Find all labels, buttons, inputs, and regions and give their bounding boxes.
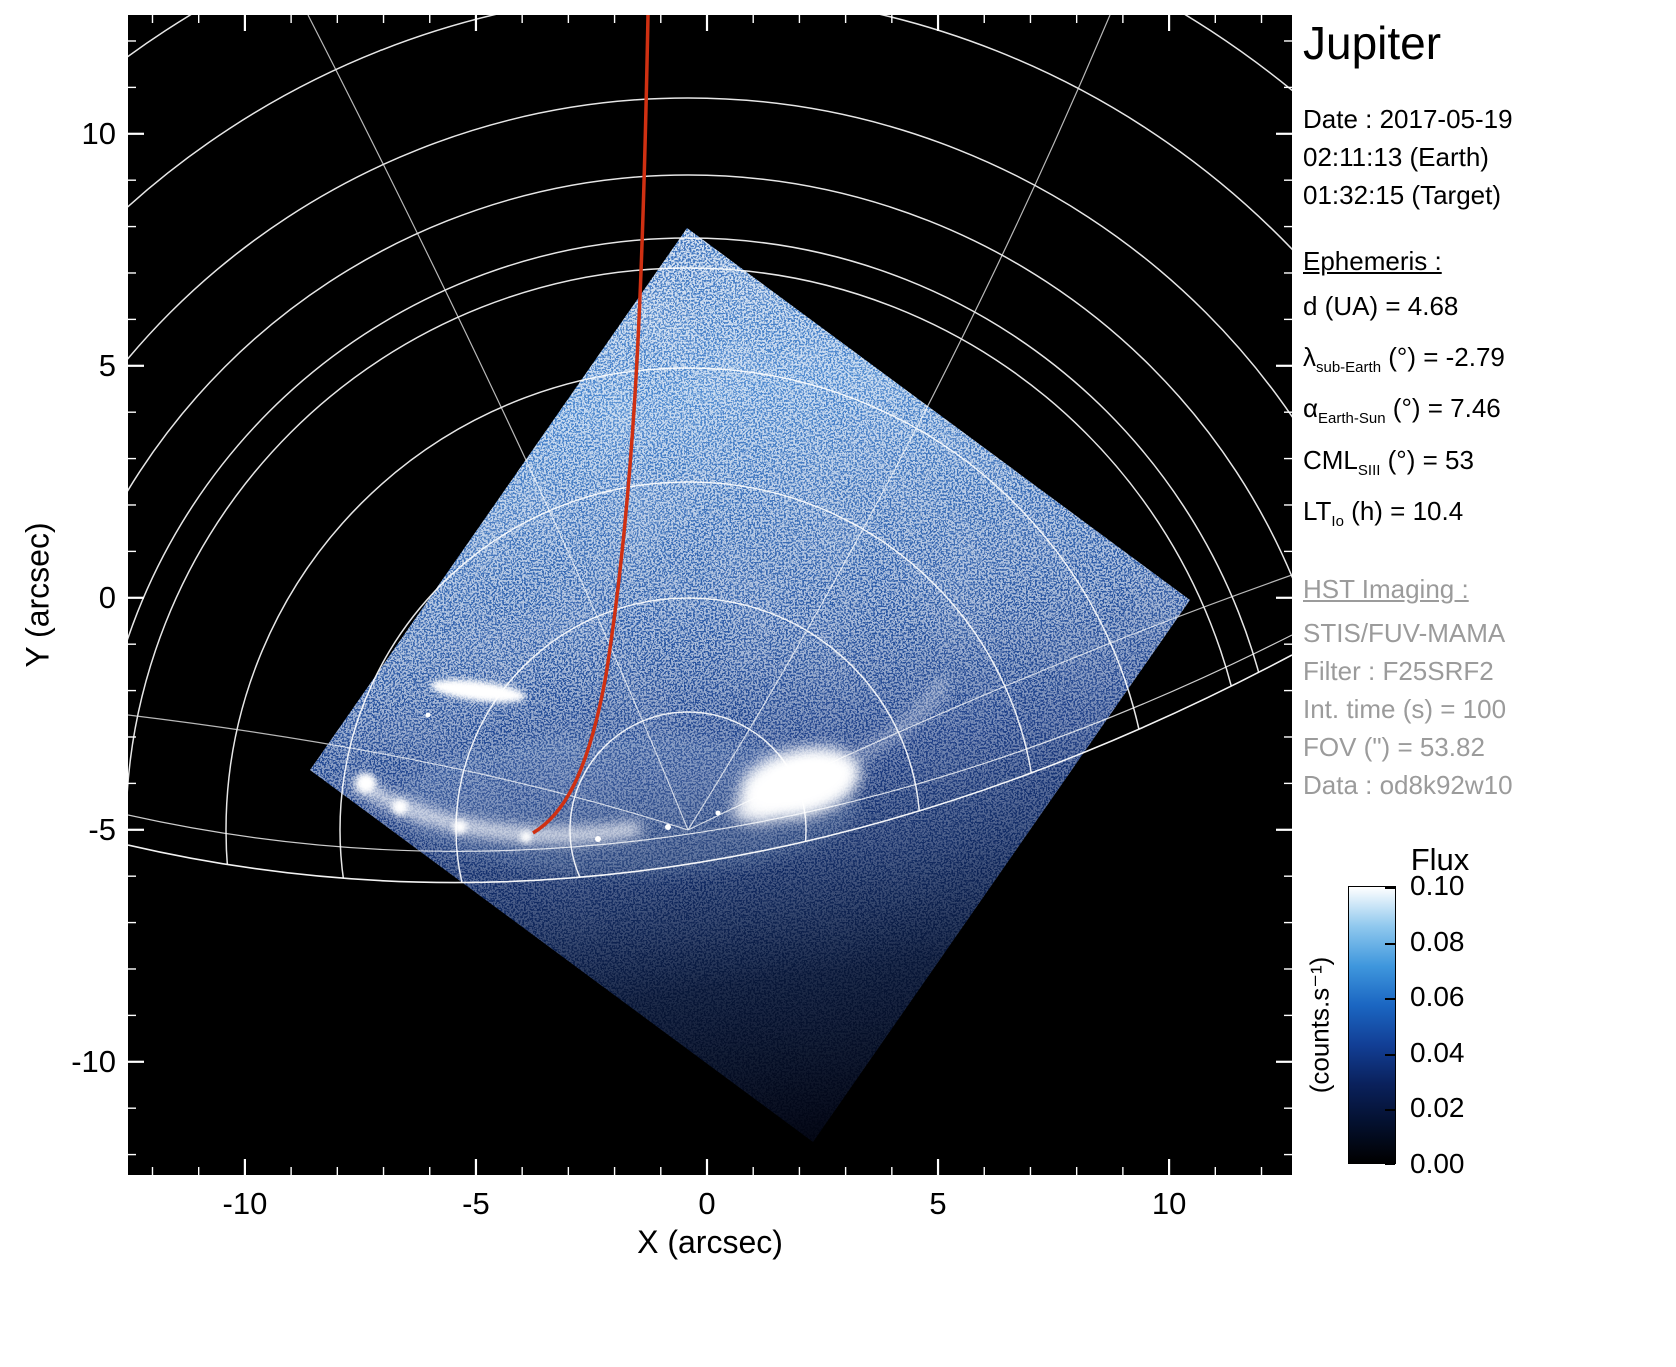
x-tick-label: 5 [929, 1186, 947, 1221]
image-plot-area [127, 14, 1293, 1175]
footprint-streak [430, 679, 526, 703]
ephemeris-row-cml: CMLSIII (°) = 53 [1303, 440, 1675, 491]
hst-imaging-header: HST Imaging : [1303, 573, 1469, 604]
cml-meridian-red-line [532, 14, 650, 835]
y-tick-label: 0 [98, 579, 116, 615]
ephemeris-symbol: CML [1303, 444, 1358, 475]
planet-limb-line [127, 654, 1293, 884]
colorbar-tick [1385, 942, 1395, 945]
ephemeris-subscript: Io [1331, 512, 1344, 530]
x-axis-title: X (arcsec) [637, 1224, 783, 1260]
ephemeris-row-io-local-time: LTIo (h) = 10.4 [1303, 491, 1675, 542]
info-panel: Jupiter Date : 2017-05-19 02:11:13 (Eart… [1303, 16, 1675, 804]
x-tick-label: -5 [462, 1186, 490, 1221]
colorbar-tick [1385, 1163, 1395, 1165]
ephemeris-value: (°) = 7.46 [1385, 393, 1501, 424]
colorbar-tick-label: 0.10 [1410, 870, 1465, 901]
aurora-emission [351, 676, 950, 875]
ephemeris-row-distance: d (UA) = 4.68 [1303, 286, 1675, 337]
colorbar-tick [1385, 887, 1395, 889]
ephemeris-value: = 4.68 [1378, 291, 1459, 321]
ephemeris-value: (°) = -2.79 [1381, 342, 1505, 373]
ephemeris-header: Ephemeris : [1303, 246, 1442, 276]
hst-int-time-line: Int. time (s) = 100 [1303, 693, 1507, 724]
plot-canvas [127, 14, 1293, 1175]
ephemeris-value: (h) = 10.4 [1343, 495, 1464, 526]
colorbar-tick [1385, 998, 1395, 1001]
hst-fov-line: FOV (") = 53.82 [1303, 731, 1485, 762]
colorbar-tick-label: 0.00 [1410, 1148, 1465, 1179]
y-tick-label: 5 [98, 347, 116, 383]
aurora-bright-dots [425, 712, 836, 842]
y-axis-tick-labels: -10 -5 0 5 10 [0, 15, 120, 1175]
hst-filter-line: Filter : F25SRF2 [1303, 655, 1494, 686]
ephemeris-symbol: d (UA) [1303, 291, 1379, 321]
colorbar-unit-label: (counts.s⁻¹) [1304, 956, 1335, 1094]
axis-tick-marks [128, 15, 1292, 1175]
colorbar-tick-label: 0.02 [1410, 1092, 1465, 1124]
y-tick-label: -5 [88, 811, 116, 847]
colorbar-tick-label: 0.08 [1410, 925, 1465, 957]
colorbar-tick [1385, 1109, 1395, 1112]
limb-inner-arc [127, 634, 1293, 852]
hst-data-id-line: Data : od8k92w10 [1303, 769, 1513, 800]
ephemeris-symbol: α [1303, 393, 1319, 424]
colorbar-tick [1385, 1053, 1395, 1056]
x-tick-label: -10 [222, 1186, 268, 1221]
main-aurora-core [766, 761, 834, 797]
ephemeris-value: (°) = 53 [1380, 444, 1474, 475]
y-tick-label: -10 [71, 1043, 116, 1079]
ephemeris-symbol: λ [1303, 342, 1316, 373]
target-title: Jupiter [1303, 17, 1442, 69]
x-tick-label: 0 [698, 1186, 716, 1221]
time-earth-line: 02:11:13 (Earth) [1303, 142, 1489, 172]
colorbar-tick-label: 0.06 [1410, 981, 1465, 1013]
ephemeris-subscript: sub-Earth [1316, 359, 1382, 377]
ephemeris-subscript: Earth-Sun [1318, 410, 1386, 428]
time-target-line: 01:32:15 (Target) [1303, 180, 1502, 210]
colorbar-block: Flux 0.10 0.08 0.06 0.04 0.02 0.00 (counts.s⁻… [1305, 842, 1676, 1192]
colorbar-gradient [1348, 886, 1396, 1165]
x-tick-label: 10 [1151, 1186, 1187, 1221]
ephemeris-symbol: LT [1303, 495, 1332, 526]
ephemeris-subscript: SIII [1357, 461, 1381, 479]
ephemeris-row-sub-earth-lat: λsub-Earth (°) = -2.79 [1303, 337, 1675, 388]
hst-instrument-line: STIS/FUV-MAMA [1303, 617, 1506, 648]
date-line: Date : 2017-05-19 [1303, 104, 1513, 134]
y-axis-title: Y (arcsec) [19, 522, 56, 668]
colorbar-title: Flux [1410, 842, 1470, 877]
ephemeris-row-phase-angle: αEarth-Sun (°) = 7.46 [1303, 388, 1675, 439]
y-tick-label: 10 [81, 115, 116, 151]
colorbar-tick-label: 0.04 [1410, 1036, 1465, 1068]
x-axis-tick-labels: -10 -5 0 5 10 [128, 1186, 1292, 1228]
